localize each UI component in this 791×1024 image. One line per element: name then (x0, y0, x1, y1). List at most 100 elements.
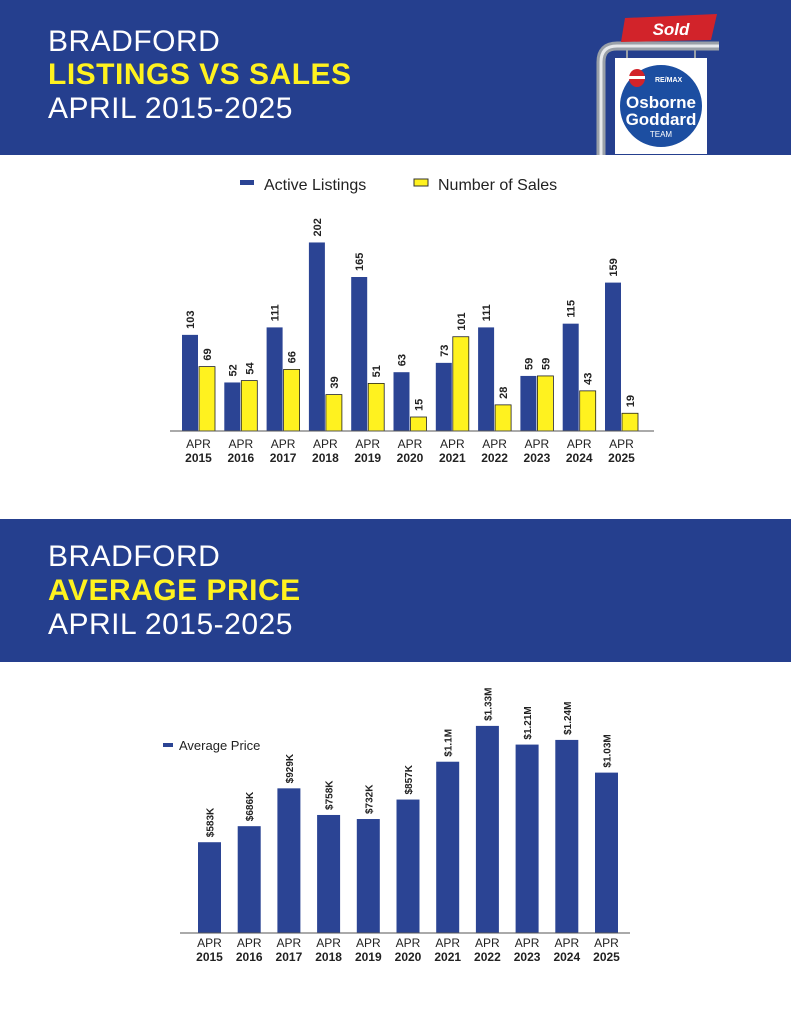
data-label-average-price-apr-2024: $1.24M (563, 702, 574, 735)
x-tick-label-top-apr-2025: APR (594, 936, 619, 950)
x-tick-label-top-apr-2019: APR (355, 437, 380, 451)
x-tick-label-top-apr-2016: APR (237, 936, 262, 950)
data-label-number-of-sales-apr-2016: 54 (244, 361, 256, 374)
brand-logo: Sold RE/MAX Osborne Goddard TEAM (596, 14, 719, 155)
data-label-number-of-sales-apr-2019: 51 (371, 365, 383, 377)
data-label-active-listings-apr-2022: 111 (481, 304, 493, 321)
x-tick-label-bottom-apr-2015: 2015 (196, 950, 223, 964)
bar-number-of-sales-apr-2021 (452, 336, 470, 432)
data-label-average-price-apr-2019: $732K (364, 784, 375, 814)
data-label-average-price-apr-2021: $1.1M (444, 729, 455, 757)
bar-active-listings-apr-2025 (605, 282, 621, 431)
x-tick-label-bottom-apr-2022: 2022 (481, 451, 508, 465)
x-tick-label-top-apr-2021: APR (440, 437, 465, 451)
x-tick-label-top-apr-2023: APR (525, 437, 550, 451)
data-label-number-of-sales-apr-2023: 59 (540, 358, 552, 370)
x-tick-label-bottom-apr-2016: 2016 (227, 451, 254, 465)
x-tick-label-top-apr-2017: APR (277, 936, 302, 950)
x-tick-label-bottom-apr-2023: 2023 (514, 950, 541, 964)
data-label-active-listings-apr-2019: 165 (354, 253, 366, 271)
x-tick-label-top-apr-2023: APR (515, 936, 540, 950)
x-tick-label-top-apr-2024: APR (567, 437, 592, 451)
legend-swatch-active-listings (240, 180, 254, 185)
bar-number-of-sales-apr-2017 (283, 368, 301, 432)
bar-active-listings-apr-2019 (351, 277, 368, 431)
bar-average-price-apr-2023 (515, 744, 539, 933)
x-tick-label-top-apr-2018: APR (316, 936, 341, 950)
bar-average-price-apr-2017 (277, 788, 301, 933)
bar-number-of-sales-apr-2022 (494, 404, 512, 432)
bar-active-listings-apr-2018 (308, 242, 325, 431)
brand-text: RE/MAX (655, 77, 683, 84)
bar-number-of-sales-apr-2019 (367, 382, 385, 432)
data-label-active-listings-apr-2020: 63 (397, 354, 409, 366)
x-tick-label-bottom-apr-2017: 2017 (276, 950, 303, 964)
data-label-active-listings-apr-2018: 202 (312, 218, 324, 236)
x-tick-label-bottom-apr-2025: 2025 (593, 950, 620, 964)
legend-swatch-average-price (163, 743, 173, 747)
data-label-active-listings-apr-2024: 115 (566, 300, 578, 318)
data-label-number-of-sales-apr-2017: 66 (287, 351, 299, 363)
bar-active-listings-apr-2024 (562, 323, 579, 431)
bar-active-listings-apr-2015 (182, 334, 198, 431)
bar-average-price-apr-2020 (396, 799, 420, 933)
bar-number-of-sales-apr-2020 (410, 416, 427, 432)
data-label-average-price-apr-2016: $686K (245, 791, 256, 821)
bar-average-price-apr-2015 (198, 842, 221, 933)
x-tick-label-top-apr-2018: APR (313, 437, 338, 451)
data-label-average-price-apr-2023: $1.21M (523, 706, 534, 739)
header-date-range: APRIL 2015-2025 (48, 608, 293, 641)
bar-average-price-apr-2025 (595, 772, 618, 933)
logo-name-2: Goddard (626, 110, 697, 129)
data-label-average-price-apr-2020: $857K (404, 764, 415, 794)
bar-number-of-sales-apr-2015 (198, 366, 216, 432)
legend-swatch-number-of-sales (413, 178, 429, 187)
sold-ribbon (621, 14, 717, 42)
bar-number-of-sales-apr-2023 (537, 375, 554, 432)
x-tick-label-bottom-apr-2024: 2024 (553, 950, 580, 964)
data-label-active-listings-apr-2021: 73 (439, 345, 451, 357)
logo-name-3: TEAM (650, 130, 673, 139)
bar-average-price-apr-2022 (475, 725, 499, 933)
bar-number-of-sales-apr-2018 (325, 394, 343, 432)
bar-active-listings-apr-2022 (478, 327, 495, 431)
data-label-number-of-sales-apr-2022: 28 (498, 387, 510, 399)
bar-average-price-apr-2016 (237, 826, 261, 933)
bar-active-listings-apr-2021 (435, 362, 452, 431)
x-tick-label-top-apr-2015: APR (186, 437, 211, 451)
x-tick-label-top-apr-2020: APR (396, 936, 421, 950)
data-label-active-listings-apr-2017: 111 (270, 304, 282, 321)
bar-average-price-apr-2018 (317, 814, 341, 933)
x-tick-label-bottom-apr-2019: 2019 (354, 451, 381, 465)
average-price-chart: Average Price $583K $686K $929K $758K $732K $… (163, 688, 630, 964)
data-label-number-of-sales-apr-2020: 15 (414, 399, 426, 411)
x-tick-label-bottom-apr-2021: 2021 (439, 451, 466, 465)
x-tick-label-top-apr-2015: APR (197, 936, 222, 950)
sign-post-highlight (599, 44, 719, 155)
data-label-average-price-apr-2022: $1.33M (483, 688, 494, 721)
x-tick-label-top-apr-2017: APR (271, 437, 296, 451)
data-label-average-price-apr-2018: $758K (325, 780, 336, 810)
bar-number-of-sales-apr-2025 (621, 412, 639, 432)
header-date-range: APRIL 2015-2025 (48, 92, 293, 125)
x-tick-label-bottom-apr-2015: 2015 (185, 451, 212, 465)
header-banner-listings: BRADFORD LISTINGS VS SALES APRIL 2015-20… (0, 0, 791, 155)
x-tick-label-top-apr-2025: APR (609, 437, 634, 451)
x-tick-label-top-apr-2020: APR (398, 437, 423, 451)
bar-active-listings-apr-2016 (224, 382, 241, 431)
x-tick-label-bottom-apr-2023: 2023 (524, 451, 551, 465)
data-label-active-listings-apr-2025: 159 (608, 258, 620, 276)
data-label-average-price-apr-2015: $583K (206, 807, 217, 837)
bar-average-price-apr-2021 (436, 761, 460, 933)
header-title: LISTINGS VS SALES (48, 58, 352, 91)
x-tick-label-top-apr-2022: APR (482, 437, 507, 451)
data-label-average-price-apr-2025: $1.03M (603, 734, 614, 767)
data-label-number-of-sales-apr-2015: 69 (202, 348, 214, 360)
header-city: BRADFORD (48, 25, 221, 58)
bar-number-of-sales-apr-2024 (579, 390, 597, 432)
bar-average-price-apr-2019 (356, 819, 380, 933)
x-tick-label-bottom-apr-2018: 2018 (312, 451, 339, 465)
data-label-number-of-sales-apr-2025: 19 (625, 395, 637, 407)
x-tick-label-bottom-apr-2020: 2020 (397, 451, 424, 465)
bar-number-of-sales-apr-2016 (240, 380, 258, 432)
